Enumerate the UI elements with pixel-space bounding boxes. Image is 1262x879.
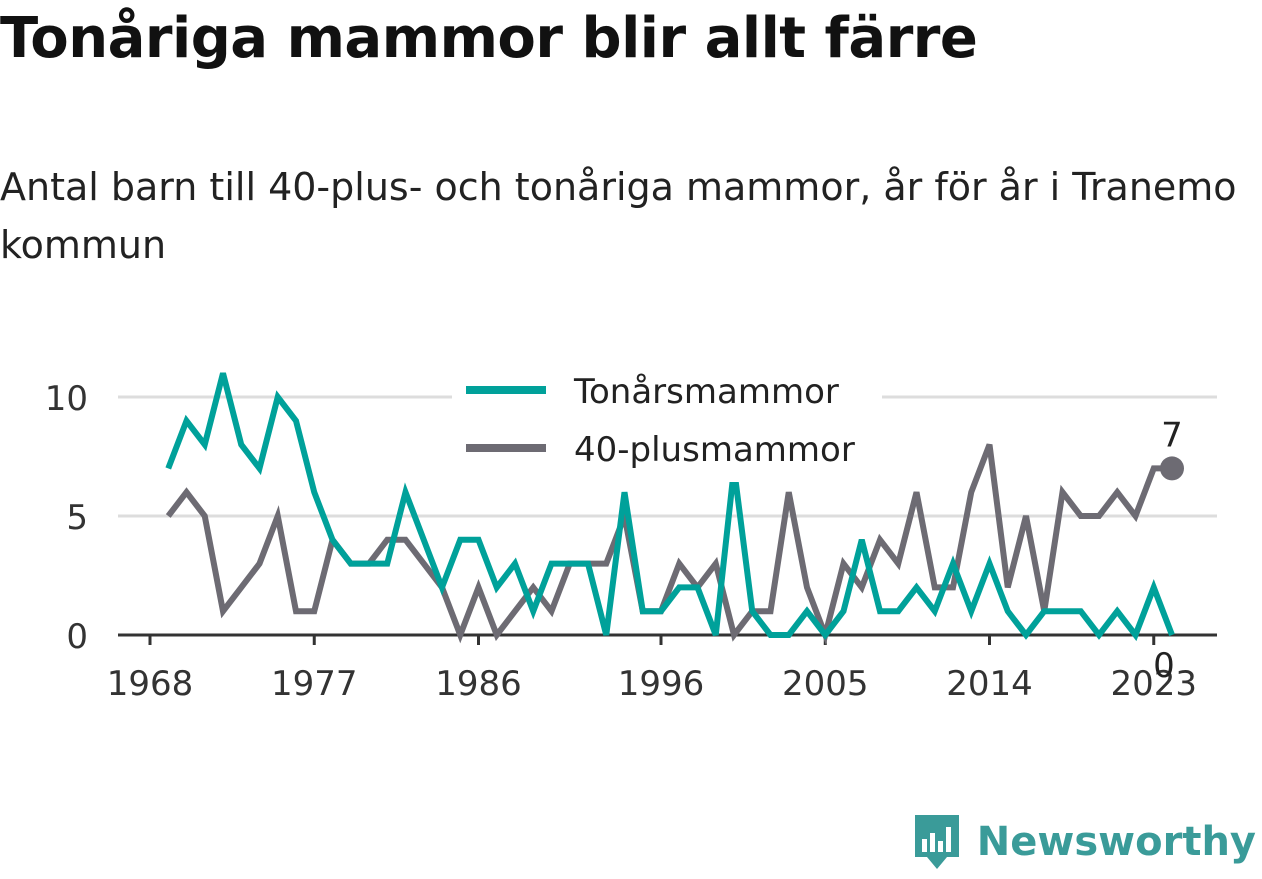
series-line-tonarsmammor	[165, 372, 1175, 642]
y-tick-label: 0	[66, 617, 88, 657]
legend-label: Tonårsmammor	[573, 372, 839, 412]
x-tick-label: 1996	[618, 664, 705, 704]
x-tick-label: 1977	[271, 664, 358, 704]
y-tick-label: 5	[66, 498, 88, 538]
bar-chart-badge-icon	[914, 815, 959, 869]
chart-subtitle: Antal barn till 40-plus- och tonåriga ma…	[0, 165, 1237, 267]
chart-title: Tonåriga mammor blir allt färre	[0, 6, 978, 71]
legend-label: 40-plusmammor	[574, 430, 855, 470]
x-tick-label: 2005	[782, 664, 869, 704]
end-label-tonarsmammor: 0	[1153, 646, 1175, 686]
y-axis-ticks: 0 5 10	[45, 379, 88, 657]
x-axis-ticks: 1968 1977 1986 1996 2005 2014 2023	[107, 633, 1217, 704]
end-point-40-plusmammor	[1160, 456, 1184, 481]
end-labels: 70	[1153, 415, 1184, 686]
brand-logo: Newsworthy	[913, 813, 1256, 871]
end-label-40-plusmammor: 7	[1161, 415, 1183, 455]
x-tick-label: 2014	[946, 664, 1033, 704]
brand-name: Newsworthy	[976, 819, 1256, 865]
x-tick-label: 2023	[1110, 664, 1197, 704]
x-tick-label: 1968	[107, 664, 194, 704]
legend: Tonårsmammor 40-plusmammor	[452, 366, 882, 482]
legend-box	[452, 366, 882, 482]
y-tick-label: 10	[45, 379, 88, 419]
x-tick-label: 1986	[435, 664, 522, 704]
series-lines	[165, 372, 1175, 645]
